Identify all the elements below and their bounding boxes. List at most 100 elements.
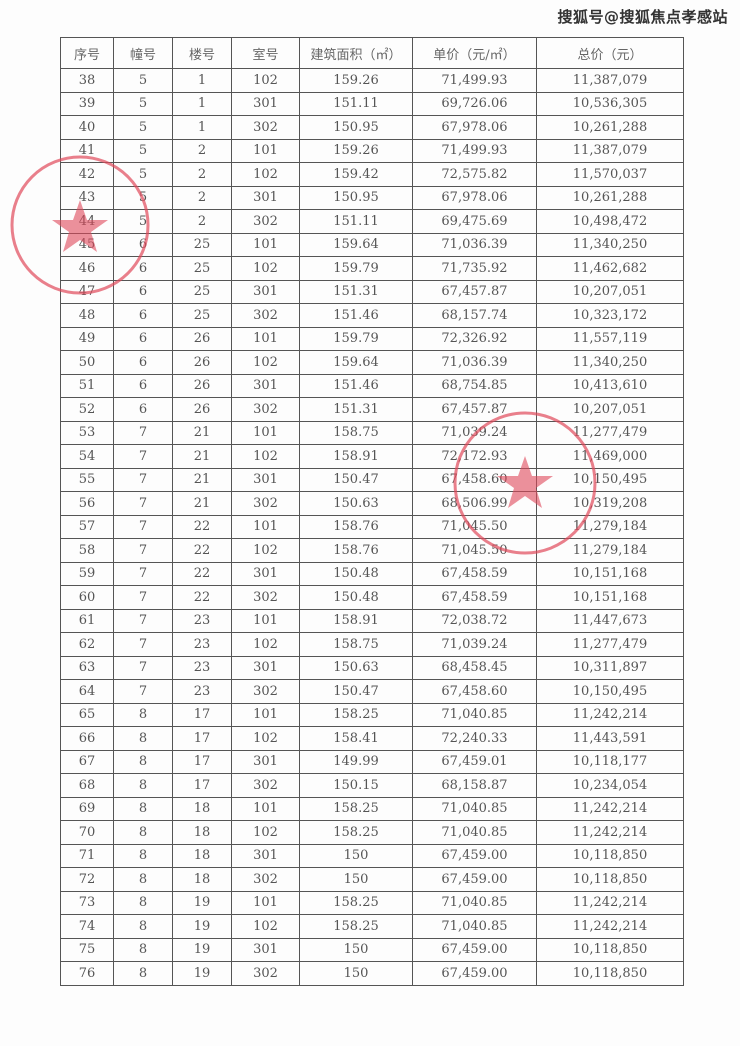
cell-unit-price: 71,045.50 [412, 538, 537, 563]
cell-serial: 68 [60, 773, 114, 798]
cell-room: 302 [231, 961, 300, 986]
cell-serial: 72 [60, 867, 114, 892]
cell-area: 150 [299, 961, 413, 986]
table-row: 74 8 19 102 158.25 71,040.85 11,242,214 [60, 914, 684, 939]
cell-building: 6 [113, 350, 173, 375]
cell-area: 158.91 [299, 608, 413, 633]
table-header-row: 序号 幢号 楼号 室号 建筑面积（㎡） 单价（元/㎡） 总价（元） [60, 37, 684, 69]
cell-building: 7 [113, 444, 173, 469]
cell-unit-price: 67,458.59 [412, 585, 537, 610]
cell-block: 18 [172, 867, 232, 892]
cell-building: 6 [113, 397, 173, 422]
cell-room: 102 [231, 256, 300, 281]
cell-total-price: 10,151,168 [536, 585, 684, 610]
cell-unit-price: 72,575.82 [412, 162, 537, 187]
cell-area: 150.15 [299, 773, 413, 798]
cell-room: 302 [231, 115, 300, 140]
cell-room: 301 [231, 655, 300, 680]
cell-room: 101 [231, 890, 300, 915]
cell-room: 101 [231, 326, 300, 351]
cell-room: 302 [231, 491, 300, 516]
table-row: 65 8 17 101 158.25 71,040.85 11,242,214 [60, 702, 684, 727]
cell-area: 150 [299, 867, 413, 892]
cell-area: 158.91 [299, 444, 413, 469]
cell-serial: 46 [60, 256, 114, 281]
cell-total-price: 11,242,214 [536, 820, 684, 845]
cell-unit-price: 71,499.93 [412, 68, 537, 93]
cell-serial: 61 [60, 608, 114, 633]
cell-serial: 73 [60, 890, 114, 915]
header-block: 楼号 [172, 37, 232, 69]
cell-area: 151.11 [299, 209, 413, 234]
table-row: 70 8 18 102 158.25 71,040.85 11,242,214 [60, 820, 684, 845]
cell-room: 301 [231, 185, 300, 210]
cell-block: 26 [172, 373, 232, 398]
cell-building: 5 [113, 162, 173, 187]
cell-block: 22 [172, 585, 232, 610]
table-row: 43 5 2 301 150.95 67,978.06 10,261,288 [60, 185, 684, 210]
cell-area: 151.31 [299, 397, 413, 422]
table-row: 62 7 23 102 158.75 71,039.24 11,277,479 [60, 632, 684, 657]
cell-block: 25 [172, 232, 232, 257]
cell-block: 21 [172, 420, 232, 445]
cell-unit-price: 71,499.93 [412, 138, 537, 163]
cell-area: 158.25 [299, 890, 413, 915]
table-row: 47 6 25 301 151.31 67,457.87 10,207,051 [60, 279, 684, 304]
cell-total-price: 10,261,288 [536, 185, 684, 210]
cell-area: 158.75 [299, 420, 413, 445]
cell-area: 159.26 [299, 68, 413, 93]
cell-total-price: 11,570,037 [536, 162, 684, 187]
cell-room: 302 [231, 773, 300, 798]
cell-area: 158.25 [299, 796, 413, 821]
cell-room: 102 [231, 914, 300, 939]
cell-total-price: 11,387,079 [536, 138, 684, 163]
cell-unit-price: 67,459.00 [412, 961, 537, 986]
cell-building: 7 [113, 585, 173, 610]
cell-serial: 60 [60, 585, 114, 610]
cell-total-price: 11,279,184 [536, 538, 684, 563]
cell-area: 158.76 [299, 514, 413, 539]
cell-unit-price: 67,459.00 [412, 937, 537, 962]
cell-room: 301 [231, 843, 300, 868]
cell-area: 150.47 [299, 467, 413, 492]
header-serial: 序号 [60, 37, 114, 69]
cell-room: 102 [231, 632, 300, 657]
table-row: 75 8 19 301 150 67,459.00 10,118,850 [60, 937, 684, 962]
cell-building: 5 [113, 91, 173, 116]
table-row: 49 6 26 101 159.79 72,326.92 11,557,119 [60, 326, 684, 351]
table-row: 63 7 23 301 150.63 68,458.45 10,311,897 [60, 655, 684, 680]
cell-total-price: 11,242,214 [536, 702, 684, 727]
cell-unit-price: 68,506.99 [412, 491, 537, 516]
table-row: 73 8 19 101 158.25 71,040.85 11,242,214 [60, 890, 684, 915]
table-row: 58 7 22 102 158.76 71,045.50 11,279,184 [60, 538, 684, 563]
cell-area: 158.41 [299, 726, 413, 751]
cell-block: 25 [172, 279, 232, 304]
cell-block: 18 [172, 796, 232, 821]
table-row: 39 5 1 301 151.11 69,726.06 10,536,305 [60, 91, 684, 116]
cell-block: 22 [172, 561, 232, 586]
cell-total-price: 10,319,208 [536, 491, 684, 516]
cell-area: 150.63 [299, 491, 413, 516]
cell-total-price: 10,261,288 [536, 115, 684, 140]
cell-serial: 55 [60, 467, 114, 492]
cell-building: 6 [113, 256, 173, 281]
cell-block: 23 [172, 632, 232, 657]
cell-block: 19 [172, 914, 232, 939]
cell-building: 7 [113, 467, 173, 492]
cell-serial: 62 [60, 632, 114, 657]
cell-area: 150 [299, 937, 413, 962]
cell-room: 301 [231, 91, 300, 116]
cell-block: 18 [172, 843, 232, 868]
cell-building: 5 [113, 68, 173, 93]
cell-area: 159.79 [299, 326, 413, 351]
cell-area: 149.99 [299, 749, 413, 774]
cell-area: 159.26 [299, 138, 413, 163]
cell-block: 17 [172, 702, 232, 727]
table-row: 56 7 21 302 150.63 68,506.99 10,319,208 [60, 491, 684, 516]
table-row: 69 8 18 101 158.25 71,040.85 11,242,214 [60, 796, 684, 821]
table-row: 42 5 2 102 159.42 72,575.82 11,570,037 [60, 162, 684, 187]
cell-total-price: 11,462,682 [536, 256, 684, 281]
cell-room: 102 [231, 350, 300, 375]
cell-serial: 43 [60, 185, 114, 210]
cell-block: 23 [172, 655, 232, 680]
